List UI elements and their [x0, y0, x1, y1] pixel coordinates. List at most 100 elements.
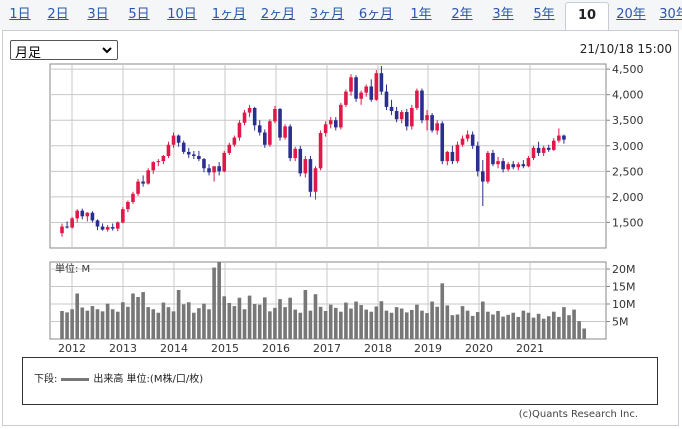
candle-body — [227, 144, 232, 153]
volume-bar — [70, 309, 74, 339]
candle-body — [399, 112, 404, 120]
volume-bar — [136, 297, 140, 339]
candle-body — [379, 73, 384, 92]
tab-1日[interactable]: 1日 — [9, 7, 31, 22]
volume-tick-label: 15M — [612, 281, 636, 294]
timestamp: 21/10/18 15:00 — [579, 42, 672, 56]
volume-bar — [121, 302, 125, 339]
volume-bar — [268, 311, 272, 339]
volume-bar — [207, 309, 211, 339]
volume-bar — [298, 312, 303, 339]
volume-bar — [186, 302, 191, 339]
volume-bar — [567, 315, 571, 339]
candle-body — [288, 126, 292, 159]
tab-5日[interactable]: 5日 — [128, 7, 150, 22]
price-tick-label: 2,000 — [612, 191, 644, 204]
legend: 下段: 出来高 単位:(M株/口/枚) — [34, 370, 203, 385]
candle-body — [222, 152, 227, 172]
candle-body — [252, 107, 257, 126]
candle-body — [90, 212, 95, 221]
volume-bar — [410, 309, 414, 339]
x-tick-label: 2012 — [58, 342, 86, 355]
x-tick-label: 2016 — [262, 342, 290, 355]
candle-body — [232, 137, 237, 145]
volume-bar — [156, 312, 161, 339]
candle-period-select[interactable]: 月足 — [10, 40, 118, 61]
candle-body — [136, 181, 140, 194]
candle-body — [445, 151, 450, 162]
volume-bar — [227, 302, 232, 339]
volume-bar — [212, 267, 216, 339]
candle-body — [308, 159, 313, 192]
candle-body — [344, 91, 348, 105]
volume-tick-label: 20M — [612, 263, 636, 276]
volume-bar — [389, 312, 394, 339]
tab-6ヶ月[interactable]: 6ヶ月 — [358, 7, 394, 22]
x-tick-label: 2021 — [516, 342, 544, 355]
candle-period-value: 月足 — [15, 46, 42, 61]
tab-20年[interactable]: 20年 — [616, 7, 646, 22]
candle-body — [273, 108, 277, 122]
candle-body — [298, 148, 303, 174]
candle-body — [430, 115, 434, 131]
volume-bar — [323, 311, 328, 339]
volume-bar — [115, 311, 120, 339]
volume-bar — [313, 294, 318, 339]
candle-body — [359, 92, 363, 99]
volume-bar — [65, 312, 69, 339]
tab-3日[interactable]: 3日 — [87, 7, 109, 22]
tab-5年[interactable]: 5年 — [533, 7, 555, 22]
candle-body — [105, 227, 110, 230]
volume-bar — [491, 314, 495, 339]
tab-2日[interactable]: 2日 — [47, 7, 69, 22]
volume-bar — [171, 311, 176, 339]
volume-bar — [151, 309, 156, 339]
volume-bar — [257, 304, 262, 339]
candle-body — [333, 120, 338, 128]
candle-body — [212, 166, 216, 173]
volume-bar — [288, 297, 292, 339]
candle-body — [425, 115, 429, 121]
candle-body — [176, 135, 181, 143]
tab-10日[interactable]: 10日 — [167, 7, 197, 22]
price-tick-label: 3,500 — [612, 114, 644, 127]
volume-bar — [420, 310, 424, 339]
candle-body — [166, 144, 171, 156]
tab-2ヶ月[interactable]: 2ヶ月 — [260, 7, 296, 22]
volume-bar — [283, 307, 287, 339]
volume-bar — [95, 309, 100, 339]
tab-3年[interactable]: 3年 — [492, 7, 514, 22]
tab-30年[interactable]: 30年 — [659, 7, 682, 22]
candle-body — [303, 159, 308, 174]
candle-body — [339, 104, 343, 128]
candle-body — [531, 147, 536, 159]
volume-bar — [546, 316, 551, 339]
volume-bar — [166, 307, 171, 339]
x-tick-label: 2015 — [211, 342, 239, 355]
candle-body — [394, 111, 399, 120]
candle-body — [536, 147, 541, 153]
volume-bar — [450, 315, 455, 339]
tab-3ヶ月[interactable]: 3ヶ月 — [309, 7, 345, 22]
volume-bar — [460, 306, 465, 339]
volume-bar — [131, 293, 135, 339]
candle-body — [511, 164, 516, 168]
volume-bar — [110, 309, 115, 339]
candle-body — [85, 212, 90, 217]
candle-body — [151, 162, 156, 171]
volume-bar — [394, 307, 399, 339]
tab-1年[interactable]: 1年 — [410, 7, 432, 22]
candle-body — [141, 181, 145, 184]
volume-bar — [252, 304, 257, 339]
candle-body — [486, 152, 490, 182]
candle-body — [60, 226, 64, 234]
candle-body — [420, 90, 424, 121]
candle-body — [70, 218, 74, 228]
volume-bar — [455, 314, 460, 339]
candle-body — [541, 147, 546, 153]
candle-body — [161, 156, 166, 162]
tab-2年[interactable]: 2年 — [451, 7, 473, 22]
volume-bar — [318, 306, 323, 339]
tab-1ヶ月[interactable]: 1ヶ月 — [211, 7, 247, 22]
candle-body — [192, 154, 196, 156]
